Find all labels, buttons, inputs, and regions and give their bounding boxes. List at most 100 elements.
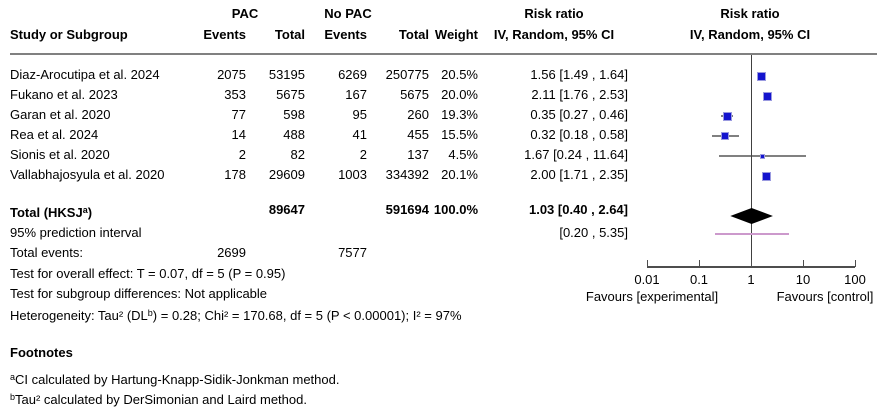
risk-ratio-text-title: Risk ratio [524, 6, 584, 21]
col-header-weight: Weight [434, 27, 478, 42]
weight-value: 4.5% [448, 147, 478, 162]
favours-control-label: Favours [control] [776, 289, 874, 304]
total-row: Total (HKSJa) 89647 591694 100.0% 1.03 [… [0, 200, 885, 220]
table-row: Rea et al. 2024 14 488 41 455 15.5% 0.32 [0.18… [0, 125, 885, 145]
col-header-rr-plot: IV, Random, 95% CI [689, 27, 811, 42]
col-header-total-pac: Total [274, 27, 305, 42]
favours-experimental-label: Favours [experimental] [585, 289, 719, 304]
study-name: Vallabhajosyula et al. 2020 [10, 167, 165, 182]
x-axis-tick [698, 260, 700, 267]
x-axis-tick [646, 260, 648, 267]
events-nopac-value: 41 [352, 127, 367, 142]
events-pac-value: 178 [224, 167, 246, 182]
prediction-interval-line [714, 233, 789, 235]
effect-marker [763, 172, 771, 180]
overall-effect-text: Test for overall effect: T = 0.07, df = … [10, 266, 286, 281]
events-pac-value: 353 [224, 87, 246, 102]
axis-tick-label: 1 [747, 272, 755, 287]
total-pac-value: 488 [283, 127, 305, 142]
study-name: Rea et al. 2024 [10, 127, 99, 142]
total-label: Total (HKSJa) [10, 205, 93, 220]
col-header-rr-text: IV, Random, 95% CI [493, 27, 615, 42]
total-events-pac: 2699 [217, 245, 246, 260]
group-header-row: PAC No PAC Risk ratio Risk ratio [0, 4, 885, 24]
heterogeneity-text: Heterogeneity: Tau² (DLb) = 0.28; Chi² =… [10, 308, 462, 323]
effect-marker [757, 72, 765, 80]
total-nopac-value: 137 [407, 147, 429, 162]
rr-ci-value: 0.35 [0.27 , 0.46] [530, 107, 628, 122]
axis-tick-label: 0.1 [689, 272, 709, 287]
study-name: Garan et al. 2020 [10, 107, 111, 122]
study-name: Sionis et al. 2020 [10, 147, 110, 162]
effect-marker [722, 133, 729, 139]
rr-ci-value: 2.11 [1.76 , 2.53] [531, 87, 628, 102]
table-row: Sionis et al. 2020 2 82 2 137 4.5% 1.67 [0.24 … [0, 145, 885, 165]
total-nopac-value: 250775 [385, 67, 429, 82]
axis-tick-label: 100 [844, 272, 866, 287]
total-pac-value: 5675 [276, 87, 305, 102]
total-pac-value: 53195 [268, 67, 305, 82]
header-divider [10, 53, 877, 55]
footnote-b-row: bTau² calculated by DerSimonian and Lair… [0, 387, 885, 407]
subgroup-diff-row: Test for subgroup differences: Not appli… [0, 284, 885, 304]
rr-ci-value: 2.00 [1.71 , 2.35] [530, 167, 628, 182]
rr-ci-value: 1.67 [0.24 , 11.64] [524, 147, 628, 162]
no-effect-line [750, 55, 752, 268]
study-name: Fukano et al. 2023 [10, 87, 118, 102]
total-nopac-n: 591694 [385, 202, 429, 217]
total-rr-ci: 1.03 [0.40 , 2.64] [528, 202, 628, 217]
risk-ratio-plot-title: Risk ratio [720, 6, 780, 21]
table-row: Vallabhajosyula et al. 2020 178 29609 1003 3… [0, 165, 885, 185]
events-pac-value: 14 [231, 127, 246, 142]
footnote-b: bTau² calculated by DerSimonian and Lair… [10, 392, 307, 407]
prediction-interval-row: 95% prediction interval [0.20 , 5.35] [0, 223, 885, 243]
events-nopac-value: 1003 [338, 167, 367, 182]
events-nopac-value: 167 [345, 87, 367, 102]
footnote-a-row: aCI calculated by Hartung-Knapp-Sidik-Jo… [0, 367, 885, 387]
table-row: Diaz-Arocutipa et al. 2024 2075 53195 6269 2… [0, 65, 885, 85]
table-row: Fukano et al. 2023 353 5675 167 5675 20.0% 2.1… [0, 85, 885, 105]
total-events-row: Total events: 2699 7577 [0, 243, 885, 263]
footnote-a: aCI calculated by Hartung-Knapp-Sidik-Jo… [10, 372, 340, 387]
heterogeneity-row: Heterogeneity: Tau² (DLb) = 0.28; Chi² =… [0, 303, 885, 323]
total-pac-value: 29609 [268, 167, 305, 182]
prediction-interval-ci: [0.20 , 5.35] [559, 225, 628, 240]
col-header-total-nopac: Total [398, 27, 429, 42]
col-header-study: Study or Subgroup [10, 27, 128, 42]
total-pac-value: 598 [283, 107, 305, 122]
col-header-events-nopac: Events [324, 27, 367, 42]
total-pac-n: 89647 [268, 202, 305, 217]
table-row: Garan et al. 2020 77 598 95 260 19.3% 0.35 [0.… [0, 105, 885, 125]
axis-tick-label: 0.01 [634, 272, 660, 287]
weight-value: 15.5% [441, 127, 478, 142]
study-name: Diaz-Arocutipa et al. 2024 [10, 67, 160, 82]
x-axis-tick [854, 260, 856, 267]
events-pac-value: 2 [238, 147, 246, 162]
x-axis-tick [750, 260, 752, 267]
group-header-nopac: No PAC [324, 6, 372, 21]
axis-tick-label: 10 [795, 272, 811, 287]
weight-value: 20.5% [441, 67, 478, 82]
footnotes-title: Footnotes [10, 345, 73, 360]
prediction-interval-label: 95% prediction interval [10, 225, 142, 240]
rr-ci-value: 0.32 [0.18 , 0.58] [530, 127, 628, 142]
group-header-pac: PAC [231, 6, 259, 21]
weight-value: 20.1% [441, 167, 478, 182]
events-pac-value: 77 [231, 107, 246, 122]
total-weight: 100.0% [433, 202, 478, 217]
rr-ci-value: 1.56 [1.49 , 1.64] [530, 67, 628, 82]
x-axis-tick [802, 260, 804, 267]
effect-marker [764, 92, 772, 100]
events-nopac-value: 95 [352, 107, 367, 122]
total-pac-value: 82 [290, 147, 305, 162]
total-nopac-value: 334392 [385, 167, 429, 182]
col-header-events-pac: Events [203, 27, 246, 42]
total-nopac-value: 455 [407, 127, 429, 142]
overall-effect-row: Test for overall effect: T = 0.07, df = … [0, 264, 885, 284]
events-nopac-value: 2 [359, 147, 367, 162]
subgroup-diff-text: Test for subgroup differences: Not appli… [10, 286, 268, 301]
weight-value: 20.0% [441, 87, 478, 102]
total-events-label: Total events: [10, 245, 83, 260]
x-axis-line [647, 266, 855, 268]
total-nopac-value: 5675 [400, 87, 429, 102]
